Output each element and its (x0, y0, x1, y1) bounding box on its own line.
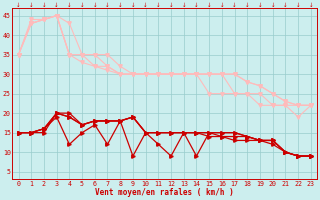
X-axis label: Vent moyen/en rafales ( km/h ): Vent moyen/en rafales ( km/h ) (95, 188, 234, 197)
